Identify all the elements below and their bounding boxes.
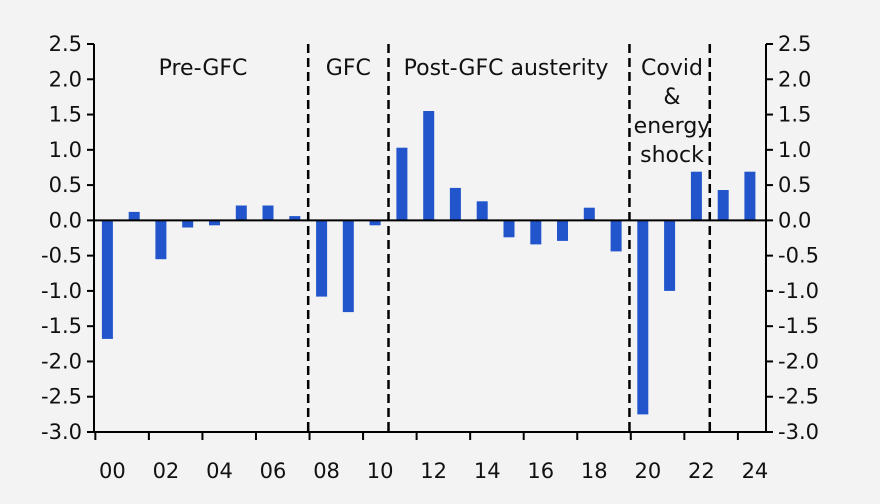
bar-2015: [503, 220, 515, 238]
x-tick-label: 10: [367, 459, 394, 483]
era-label-1: GFC: [326, 56, 371, 81]
bar-2021: [664, 220, 676, 291]
bar-2013: [449, 187, 461, 221]
y-tick-label-right: -1.0: [778, 279, 819, 303]
x-tick-label: 02: [153, 459, 180, 483]
y-tick-label-right: 1.5: [778, 103, 811, 127]
era-label-3: &: [663, 85, 680, 110]
y-tick-label-right: -2.0: [778, 349, 819, 373]
bar-2014: [476, 201, 488, 221]
y-tick-label-left: -3.0: [41, 420, 82, 444]
bar-2009: [342, 220, 354, 313]
bar-2004: [209, 220, 220, 226]
y-tick-label-left: -1.5: [41, 314, 82, 338]
y-tick-label-right: 0.0: [778, 208, 811, 232]
y-tick-label-right: -2.5: [778, 385, 819, 409]
bar-2008: [316, 220, 328, 297]
y-tick-label-right: 2.0: [778, 67, 811, 91]
y-tick-label-right: -0.5: [778, 244, 819, 268]
y-tick-label-left: 1.0: [49, 138, 82, 162]
bar-2016: [530, 220, 542, 245]
bar-2020: [637, 220, 649, 415]
x-tick-label: 08: [313, 459, 340, 483]
bar-2012: [423, 111, 435, 221]
y-tick-label-right: 1.0: [778, 138, 811, 162]
bar-2001: [128, 211, 140, 221]
x-tick-label: 24: [742, 459, 769, 483]
x-tick-label: 20: [634, 459, 661, 483]
y-tick-label-right: 2.5: [778, 32, 811, 56]
y-tick-label-left: -2.0: [41, 349, 82, 373]
bar-2018: [583, 207, 595, 221]
x-tick-label: 06: [260, 459, 287, 483]
y-tick-label-left: 1.5: [49, 103, 82, 127]
y-tick-label-left: -1.0: [41, 279, 82, 303]
bar-2017: [557, 220, 568, 241]
x-tick-label: 12: [420, 459, 447, 483]
bar-2007: [289, 216, 301, 221]
era-label-0: Pre-GFC: [159, 56, 248, 81]
bar-2010: [369, 220, 381, 226]
y-tick-label-right: -1.5: [778, 314, 819, 338]
bar-2022: [690, 171, 702, 221]
bar-2006: [262, 205, 274, 221]
bar-2023: [717, 190, 729, 221]
era-label-2: Post-GFC austerity: [404, 56, 609, 81]
x-tick-label: 22: [688, 459, 715, 483]
bar-2019: [610, 220, 622, 252]
bar-2000: [101, 220, 113, 339]
bar-2002: [155, 220, 167, 260]
y-tick-label-left: 0.0: [49, 208, 82, 232]
x-tick-label: 00: [99, 459, 126, 483]
era-label-3: shock: [640, 143, 704, 168]
x-tick-label: 18: [581, 459, 608, 483]
y-tick-label-right: -3.0: [778, 420, 819, 444]
y-tick-label-left: 2.5: [49, 32, 82, 56]
y-tick-label-left: -0.5: [41, 244, 82, 268]
y-tick-label-left: 0.5: [49, 173, 82, 197]
x-tick-label: 16: [527, 459, 554, 483]
x-tick-label: 04: [206, 459, 233, 483]
y-tick-label-left: 2.0: [49, 67, 82, 91]
x-tick-label: 14: [474, 459, 501, 483]
bar-2011: [396, 147, 408, 221]
era-label-3: energy: [634, 114, 711, 139]
bar-2024: [744, 171, 756, 221]
y-tick-label-left: -2.5: [41, 385, 82, 409]
bar-2003: [182, 220, 194, 228]
era-label-3: Covid: [641, 56, 703, 81]
y-tick-label-right: 0.5: [778, 173, 811, 197]
bar-2005: [235, 205, 247, 221]
